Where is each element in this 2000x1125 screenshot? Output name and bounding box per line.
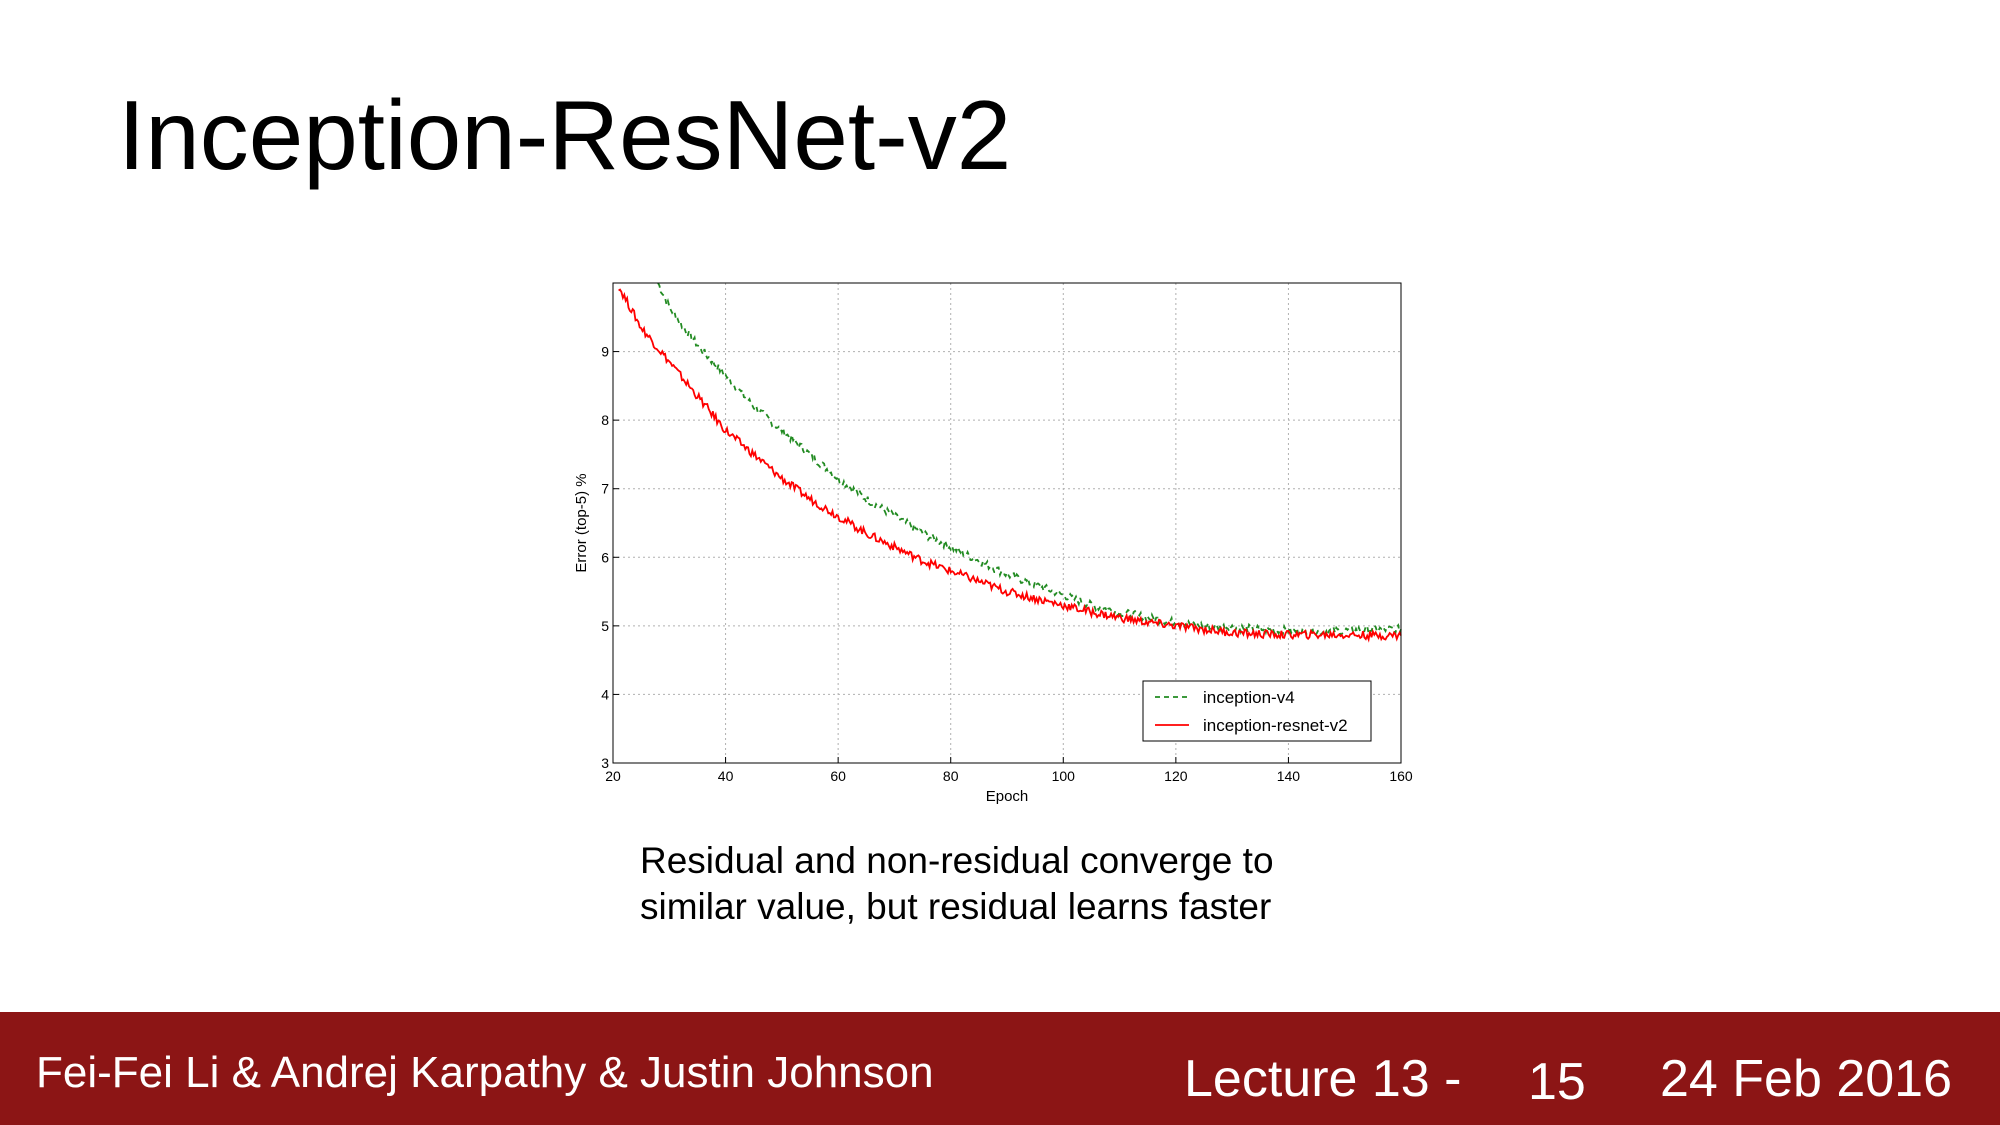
x-tick-label: 60	[830, 768, 846, 784]
x-tick-label: 160	[1389, 768, 1413, 784]
y-tick-label: 8	[601, 412, 609, 428]
caption-line-1: Residual and non-residual converge to	[640, 840, 1274, 881]
x-tick-label: 140	[1277, 768, 1301, 784]
axis-ticks: 20 40 60 80 100 120 140 160 3 4 5 6 7 8 9	[601, 344, 1413, 784]
y-tick-label: 6	[601, 549, 609, 565]
x-tick-label: 120	[1164, 768, 1188, 784]
y-tick-label: 4	[601, 686, 609, 702]
series-line-inception-resnet-v2	[618, 288, 1402, 643]
y-tick-label: 9	[601, 344, 609, 360]
chart-legend: inception-v4 inception-resnet-v2	[1142, 680, 1372, 742]
footer-lecture: Lecture 13 -	[1184, 1050, 1462, 1108]
footer-authors: Fei-Fei Li & Andrej Karpathy & Justin Jo…	[36, 1048, 934, 1097]
caption-line-2: similar value, but residual learns faste…	[640, 886, 1272, 927]
y-tick-label: 5	[601, 618, 609, 634]
plot-frame	[612, 282, 1402, 764]
x-axis-label: Epoch	[986, 788, 1029, 805]
slide-caption: Residual and non-residual converge to si…	[640, 838, 1274, 930]
legend-label-inception-v4: inception-v4	[1203, 688, 1295, 707]
x-tick-label: 100	[1052, 768, 1076, 784]
y-tick-label: 7	[601, 481, 609, 497]
y-tick-label: 3	[601, 755, 609, 771]
footer-date: 24 Feb 2016	[1660, 1050, 1953, 1108]
legend-box	[1142, 680, 1372, 742]
series-line-inception-v4	[657, 282, 1402, 638]
slide-title: Inception-ResNet-v2	[118, 80, 1012, 190]
footer-bar: Fei-Fei Li & Andrej Karpathy & Justin Jo…	[0, 1012, 2000, 1125]
footer-page-number: 15	[1528, 1053, 1586, 1111]
legend-label-inception-resnet-v2: inception-resnet-v2	[1203, 716, 1348, 735]
y-axis-label: Error (top-5) %	[573, 473, 590, 572]
x-tick-label: 40	[718, 768, 734, 784]
training-error-chart: 20 40 60 80 100 120 140 160 3 4 5 6 7 8 9 Epoch Error …	[573, 282, 1413, 805]
x-tick-label: 80	[943, 768, 959, 784]
series-lines	[618, 282, 1402, 643]
x-tick-label: 20	[605, 768, 621, 784]
